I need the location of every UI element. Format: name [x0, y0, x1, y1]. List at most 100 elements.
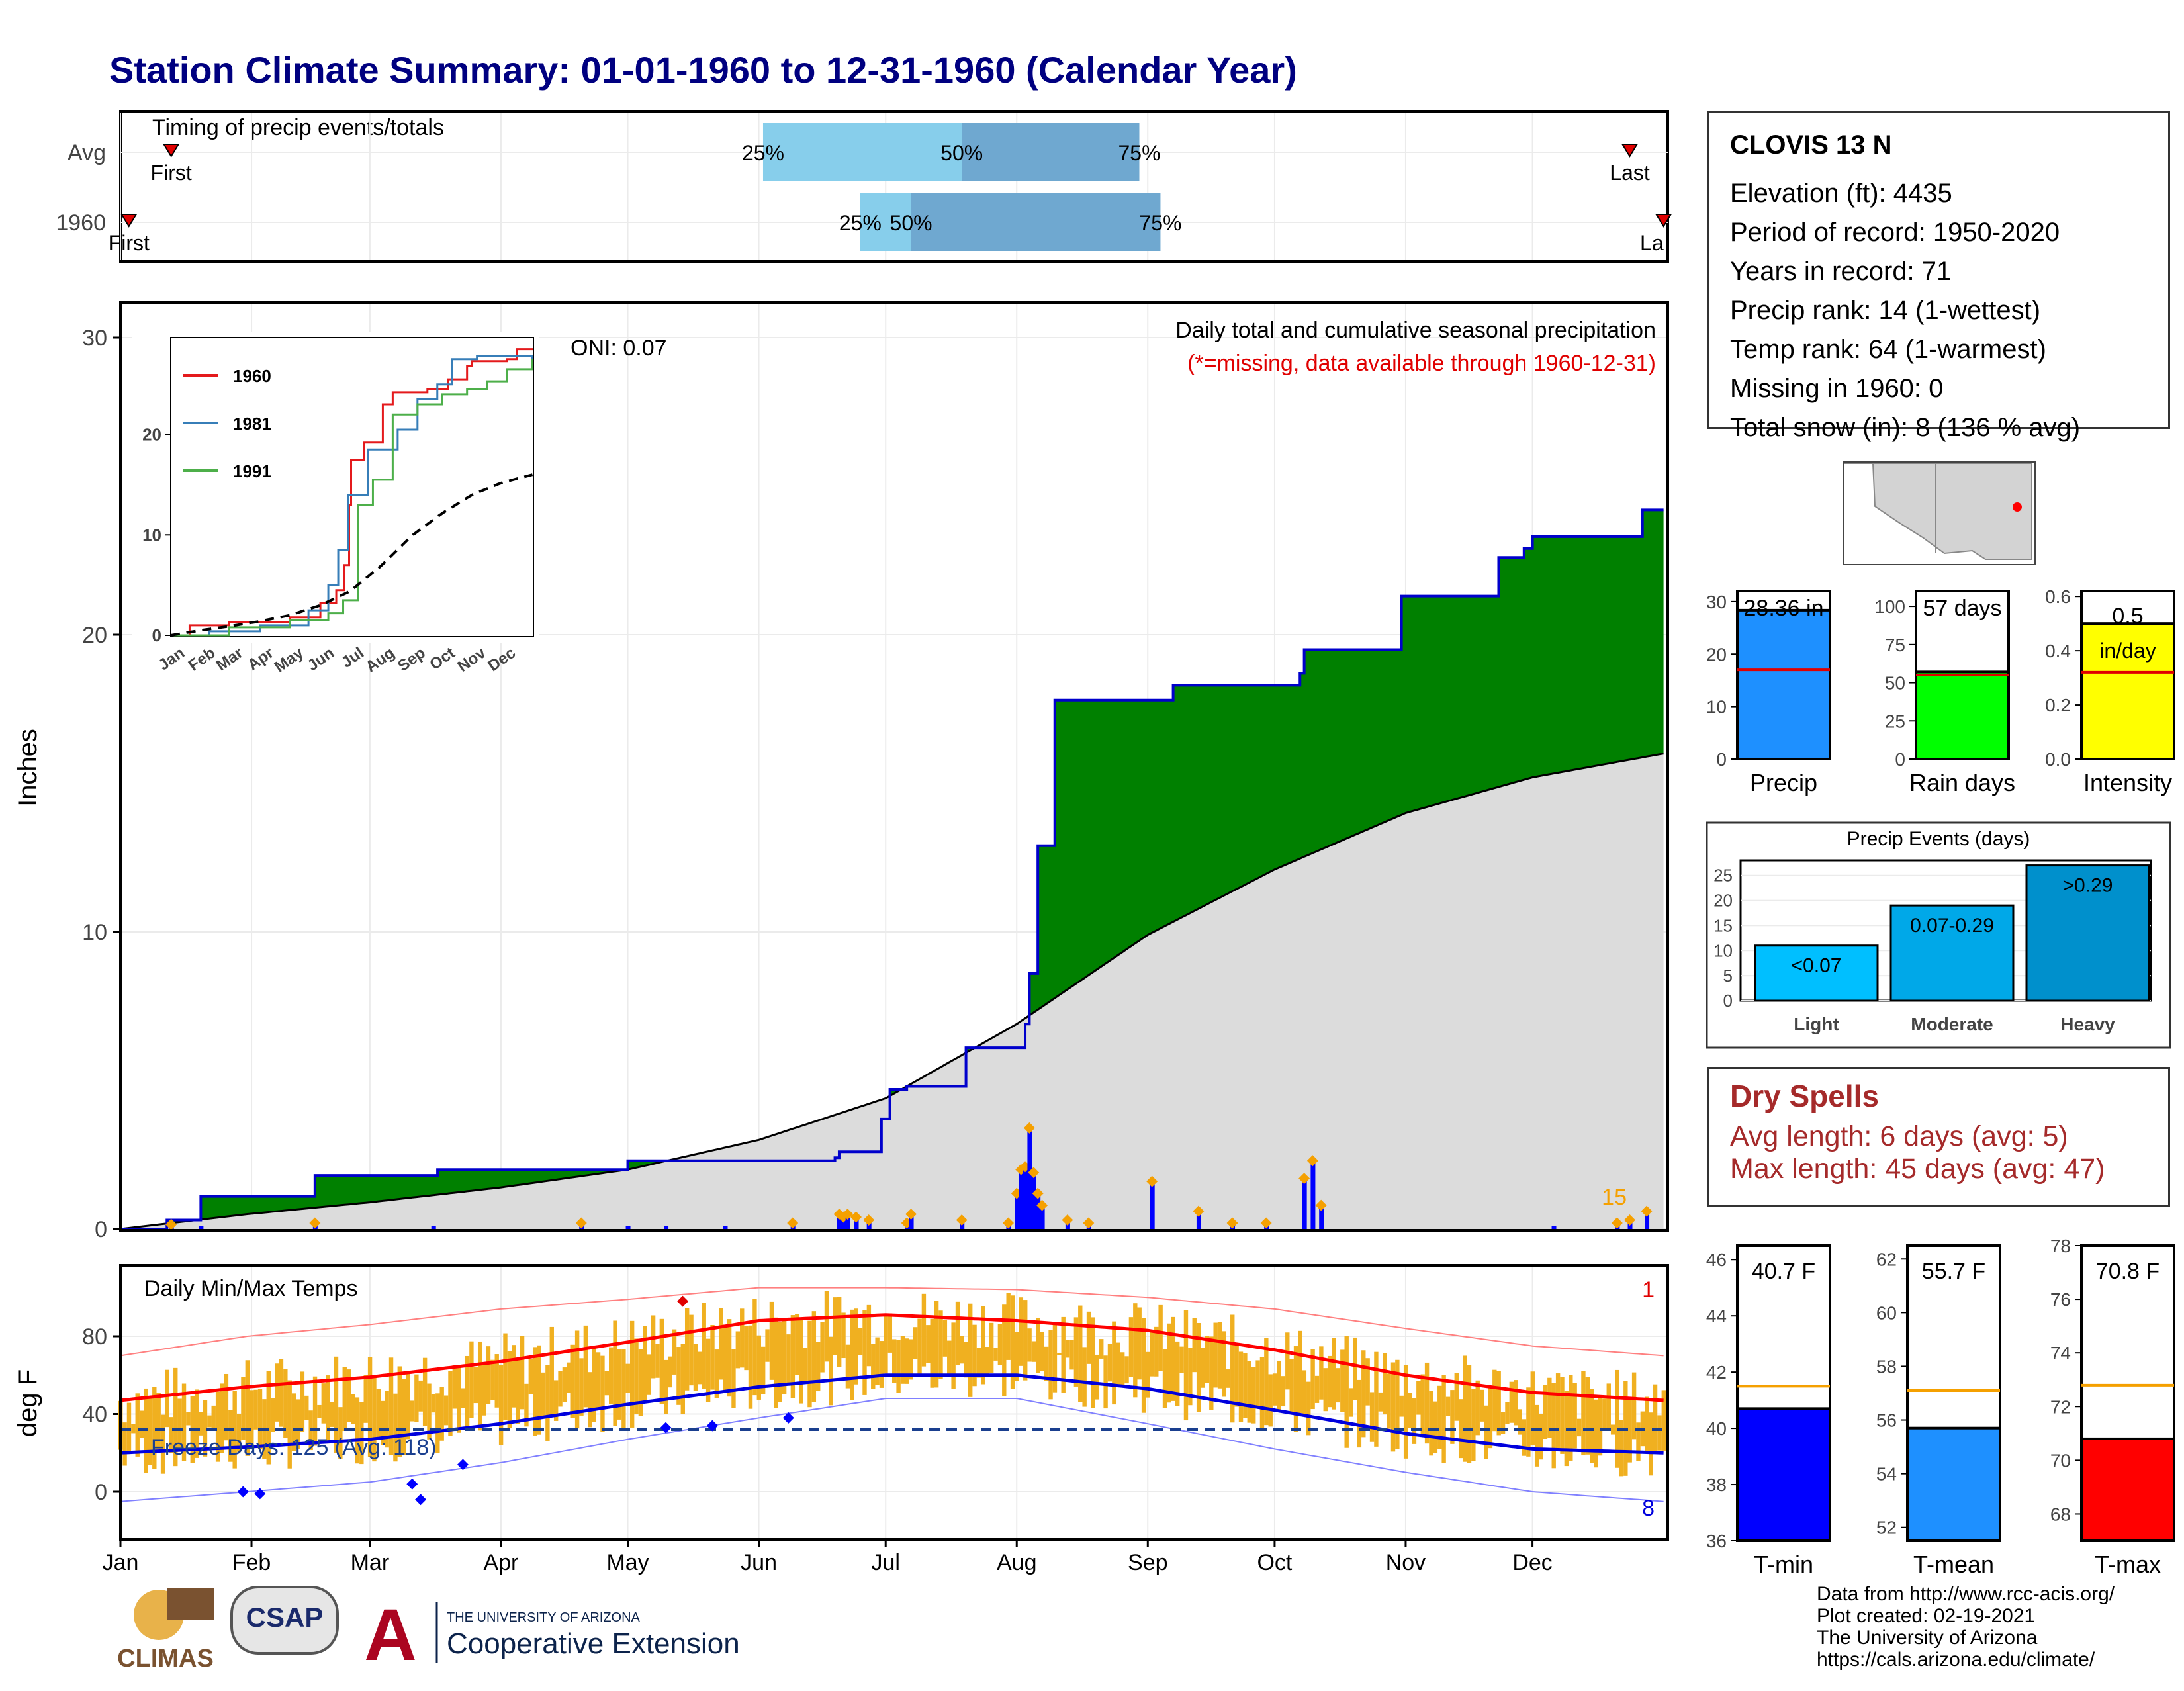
daily-temp-range-bar — [165, 1369, 169, 1428]
summary-bar — [1915, 670, 2010, 761]
summary-bar — [2080, 1437, 2175, 1542]
daily-temp-range-bar — [1357, 1379, 1362, 1448]
daily-temp-range-bar — [744, 1326, 749, 1371]
daily-temp-range-bar — [1314, 1375, 1320, 1403]
daily-temp-range-bar — [1188, 1348, 1193, 1406]
daily-temp-range-bar — [156, 1393, 161, 1452]
daily-temp-range-bar — [884, 1314, 888, 1374]
daily-temp-range-bar — [820, 1322, 825, 1373]
daily-temp-range-bar — [668, 1356, 672, 1388]
events-category-label: Light — [1794, 1014, 1839, 1034]
daily-temp-range-bar — [1602, 1398, 1607, 1429]
daily-temp-range-bar — [220, 1383, 224, 1453]
summary-y-tick-label: 0.6 — [2045, 586, 2071, 607]
daily-temp-range-bar — [951, 1322, 956, 1389]
daily-temp-range-bar — [326, 1375, 330, 1444]
timing-p50-label: 50% — [940, 141, 983, 165]
daily-temp-range-bar — [270, 1398, 275, 1432]
daily-temp-range-bar — [617, 1349, 622, 1420]
daily-temp-range-bar — [1437, 1385, 1442, 1449]
month-label: Jul — [871, 1550, 899, 1575]
daily-temp-range-bar — [795, 1314, 799, 1375]
ua-logo: A THE UNIVERSITY OF ARIZONA Cooperative … — [364, 1594, 739, 1676]
daily-temp-range-bar — [1196, 1322, 1201, 1412]
daily-temp-range-bar — [1383, 1353, 1387, 1415]
daily-temp-range-bar — [698, 1351, 702, 1385]
daily-precip-marker — [1298, 1173, 1310, 1185]
events-marks: 0 5 10 15 20 25 <0.07 Light 0.07-0.29 Moderate >0.… — [1713, 859, 2152, 1034]
daily-temp-range-bar — [921, 1293, 927, 1367]
events-y-tick-label: 15 — [1713, 915, 1733, 935]
daily-temp-range-bar — [1569, 1375, 1573, 1461]
daily-temp-range-bar — [705, 1338, 711, 1402]
daily-temp-range-bar — [913, 1327, 918, 1359]
precip-y-tick-label: 10 — [82, 920, 107, 945]
events-bar — [1889, 904, 2015, 1002]
daily-temp-range-bar — [359, 1402, 364, 1465]
precip-panel: 0 10 20 30 Inches ONI: 0.07 Daily total and… — [13, 301, 1669, 1242]
dry-spells-avg: Avg length: 6 days (avg: 5) — [1730, 1120, 2068, 1152]
daily-temp-range-bar — [461, 1388, 465, 1408]
daily-temp-range-bar — [1484, 1405, 1488, 1459]
daily-temp-range-bar — [241, 1377, 246, 1440]
daily-temp-range-bar — [414, 1374, 419, 1422]
daily-temp-range-bar — [490, 1359, 495, 1400]
daily-precip-bar — [1015, 1193, 1020, 1229]
daily-temp-range-bar — [1146, 1351, 1150, 1398]
csap-logo-badge — [230, 1586, 339, 1655]
daily-temp-range-bar — [790, 1315, 796, 1398]
daily-temp-range-bar — [1234, 1346, 1239, 1407]
daily-temp-range-bar — [498, 1365, 504, 1445]
daily-temp-range-bar — [1162, 1348, 1167, 1408]
daily-temp-range-bar — [211, 1405, 216, 1430]
daily-temp-range-bar — [439, 1387, 444, 1441]
daily-temp-range-bar — [1653, 1384, 1658, 1453]
daily-temp-range-bar — [1463, 1355, 1467, 1462]
daily-temp-range-bar — [1492, 1369, 1497, 1432]
daily-temp-range-bar — [1560, 1377, 1565, 1454]
daily-precip-marker — [1062, 1214, 1073, 1226]
daily-temp-range-bar — [871, 1344, 876, 1389]
daily-temp-range-bar — [232, 1391, 237, 1469]
timing-box-25-50 — [860, 193, 911, 251]
timing-first-marker — [162, 144, 180, 158]
summary-y-tick-label: 0.2 — [2045, 695, 2071, 715]
record-low-marker — [660, 1422, 672, 1434]
daily-temp-range-bar — [388, 1357, 394, 1455]
ua-logo-big: Cooperative Extension — [447, 1627, 740, 1660]
daily-temp-range-bar — [427, 1383, 432, 1440]
credit-line: https://cals.arizona.edu/climate/ — [1817, 1649, 2095, 1670]
daily-temp-range-bar — [330, 1402, 334, 1427]
summary-y-tick-label: 10 — [1706, 697, 1727, 717]
daily-temp-range-bar — [1230, 1314, 1235, 1423]
daily-temp-range-bar — [558, 1371, 563, 1407]
summary-y-tick-label: 54 — [1876, 1464, 1897, 1485]
daily-temp-range-bar — [1226, 1369, 1231, 1388]
daily-temp-range-bar — [287, 1380, 292, 1469]
daily-temp-range-bar — [1019, 1297, 1024, 1366]
daily-temp-range-bar — [122, 1422, 127, 1466]
daily-temp-range-bar — [900, 1336, 905, 1384]
daily-temp-range-bar — [1116, 1342, 1120, 1387]
daily-temp-range-bar — [1445, 1396, 1451, 1416]
daily-temp-range-bar — [1217, 1322, 1222, 1389]
daily-temp-range-bar — [236, 1414, 242, 1452]
summary-bar-category: Rain days — [1909, 769, 2015, 796]
daily-precip-bar — [1150, 1181, 1155, 1229]
daily-temp-range-bar — [647, 1354, 651, 1395]
daily-temp-range-bar — [1649, 1412, 1653, 1476]
daily-precip-marker — [1306, 1155, 1318, 1167]
daily-temp-range-bar — [1500, 1412, 1506, 1434]
daily-temp-range-bar — [1107, 1344, 1113, 1382]
daily-temp-range-bar — [579, 1358, 584, 1416]
daily-temp-range-bar — [1645, 1396, 1649, 1453]
daily-temp-range-bar — [1179, 1346, 1184, 1373]
summary-y-tick-label: 40 — [1706, 1418, 1727, 1439]
daily-temp-range-bar — [570, 1344, 575, 1418]
daily-temp-range-bar — [680, 1344, 686, 1414]
credits: Data from http://www.rcc-acis.org/ Plot … — [1817, 1583, 2115, 1670]
month-label: Apr — [483, 1550, 518, 1575]
daily-temp-range-bar — [976, 1348, 981, 1378]
daily-temp-range-bar — [917, 1318, 922, 1375]
